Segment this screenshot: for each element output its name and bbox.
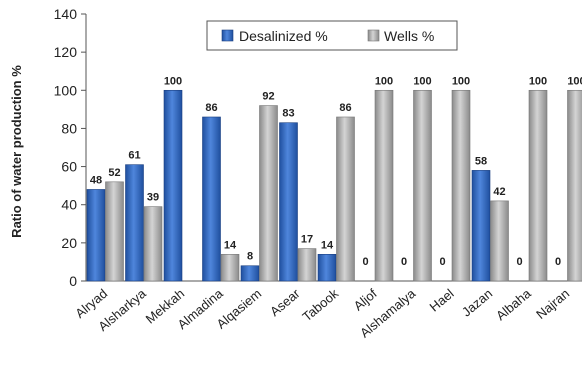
bar-desalinized-alqasiem [241, 266, 259, 281]
y-tick-label: 0 [69, 273, 77, 289]
data-label-wells-alqasiem: 92 [262, 91, 274, 103]
y-tick-label: 100 [54, 82, 78, 98]
bar-desalinized-mekkah [164, 90, 182, 281]
bar-wells-alqasiem [260, 106, 278, 281]
y-axis-title: Ratio of water production % [9, 65, 24, 238]
data-label-desalinized-tabook: 14 [321, 239, 334, 251]
bar-desalinized-alsharkya [126, 165, 144, 281]
data-label-desalinized-mekkah: 100 [164, 75, 182, 87]
data-label-wells-alshamalya: 100 [413, 75, 431, 87]
x-category-label-jazan: Jazan [459, 286, 495, 320]
y-tick-label: 140 [54, 6, 78, 22]
data-label-wells-alsharkya: 39 [147, 192, 159, 204]
data-label-desalinized-albaha: 0 [516, 256, 522, 268]
data-label-wells-hael: 100 [452, 75, 470, 87]
bar-wells-alryad [106, 182, 124, 281]
data-label-desalinized-alryad: 48 [90, 174, 102, 186]
data-label-desalinized-najran: 0 [555, 256, 561, 268]
data-label-wells-albaha: 100 [529, 75, 547, 87]
bar-wells-najran [568, 90, 582, 281]
y-tick-label: 20 [61, 235, 77, 251]
bar-wells-almadina [221, 254, 239, 281]
bar-desalinized-jazan [472, 170, 490, 281]
bar-desalinized-asear [280, 123, 298, 281]
data-label-wells-alryad: 52 [108, 167, 120, 179]
data-label-desalinized-jazan: 58 [475, 155, 487, 167]
data-label-wells-jazan: 42 [493, 186, 505, 198]
data-label-desalinized-alshamalya: 0 [401, 256, 407, 268]
y-tick-label: 60 [61, 159, 77, 175]
legend-label-wells: Wells % [384, 28, 434, 44]
data-label-wells-asear: 17 [301, 234, 313, 246]
bar-wells-alsharkya [144, 207, 162, 281]
x-category-label-najran: Najran [533, 286, 572, 322]
bar-wells-jazan [491, 201, 509, 281]
x-category-label-hael: Hael [427, 286, 457, 315]
data-label-desalinized-alqasiem: 8 [247, 251, 253, 263]
legend-label-desalinized: Desalinized % [239, 28, 328, 44]
bar-wells-tabook [337, 117, 355, 281]
y-tick-label: 120 [54, 44, 78, 60]
x-category-label-aljof: Aljof [351, 286, 380, 314]
data-label-wells-najran: 100 [567, 75, 582, 87]
data-label-desalinized-alsharkya: 61 [128, 150, 140, 162]
bar-wells-asear [298, 249, 316, 281]
x-category-label-asear: Asear [267, 285, 303, 319]
data-label-wells-aljof: 100 [375, 75, 393, 87]
data-label-desalinized-asear: 83 [282, 108, 294, 120]
data-label-desalinized-hael: 0 [439, 256, 445, 268]
data-label-desalinized-almadina: 86 [205, 102, 217, 114]
bar-wells-albaha [529, 90, 547, 281]
bar-desalinized-alryad [87, 189, 105, 281]
data-label-wells-almadina: 14 [224, 239, 237, 251]
legend-swatch-desalinized [222, 30, 233, 41]
bar-desalinized-tabook [318, 254, 336, 281]
y-tick-label: 40 [61, 197, 77, 213]
x-category-label-albaha: Albaha [493, 285, 534, 323]
bar-wells-alshamalya [414, 90, 432, 281]
y-tick-label: 80 [61, 120, 77, 136]
legend-swatch-wells [368, 30, 379, 41]
bar-desalinized-almadina [203, 117, 221, 281]
bar-wells-aljof [375, 90, 393, 281]
x-category-label-tabook: Tabook [299, 285, 341, 324]
data-label-wells-tabook: 86 [339, 102, 351, 114]
data-label-desalinized-aljof: 0 [362, 256, 368, 268]
bar-wells-hael [452, 90, 470, 281]
